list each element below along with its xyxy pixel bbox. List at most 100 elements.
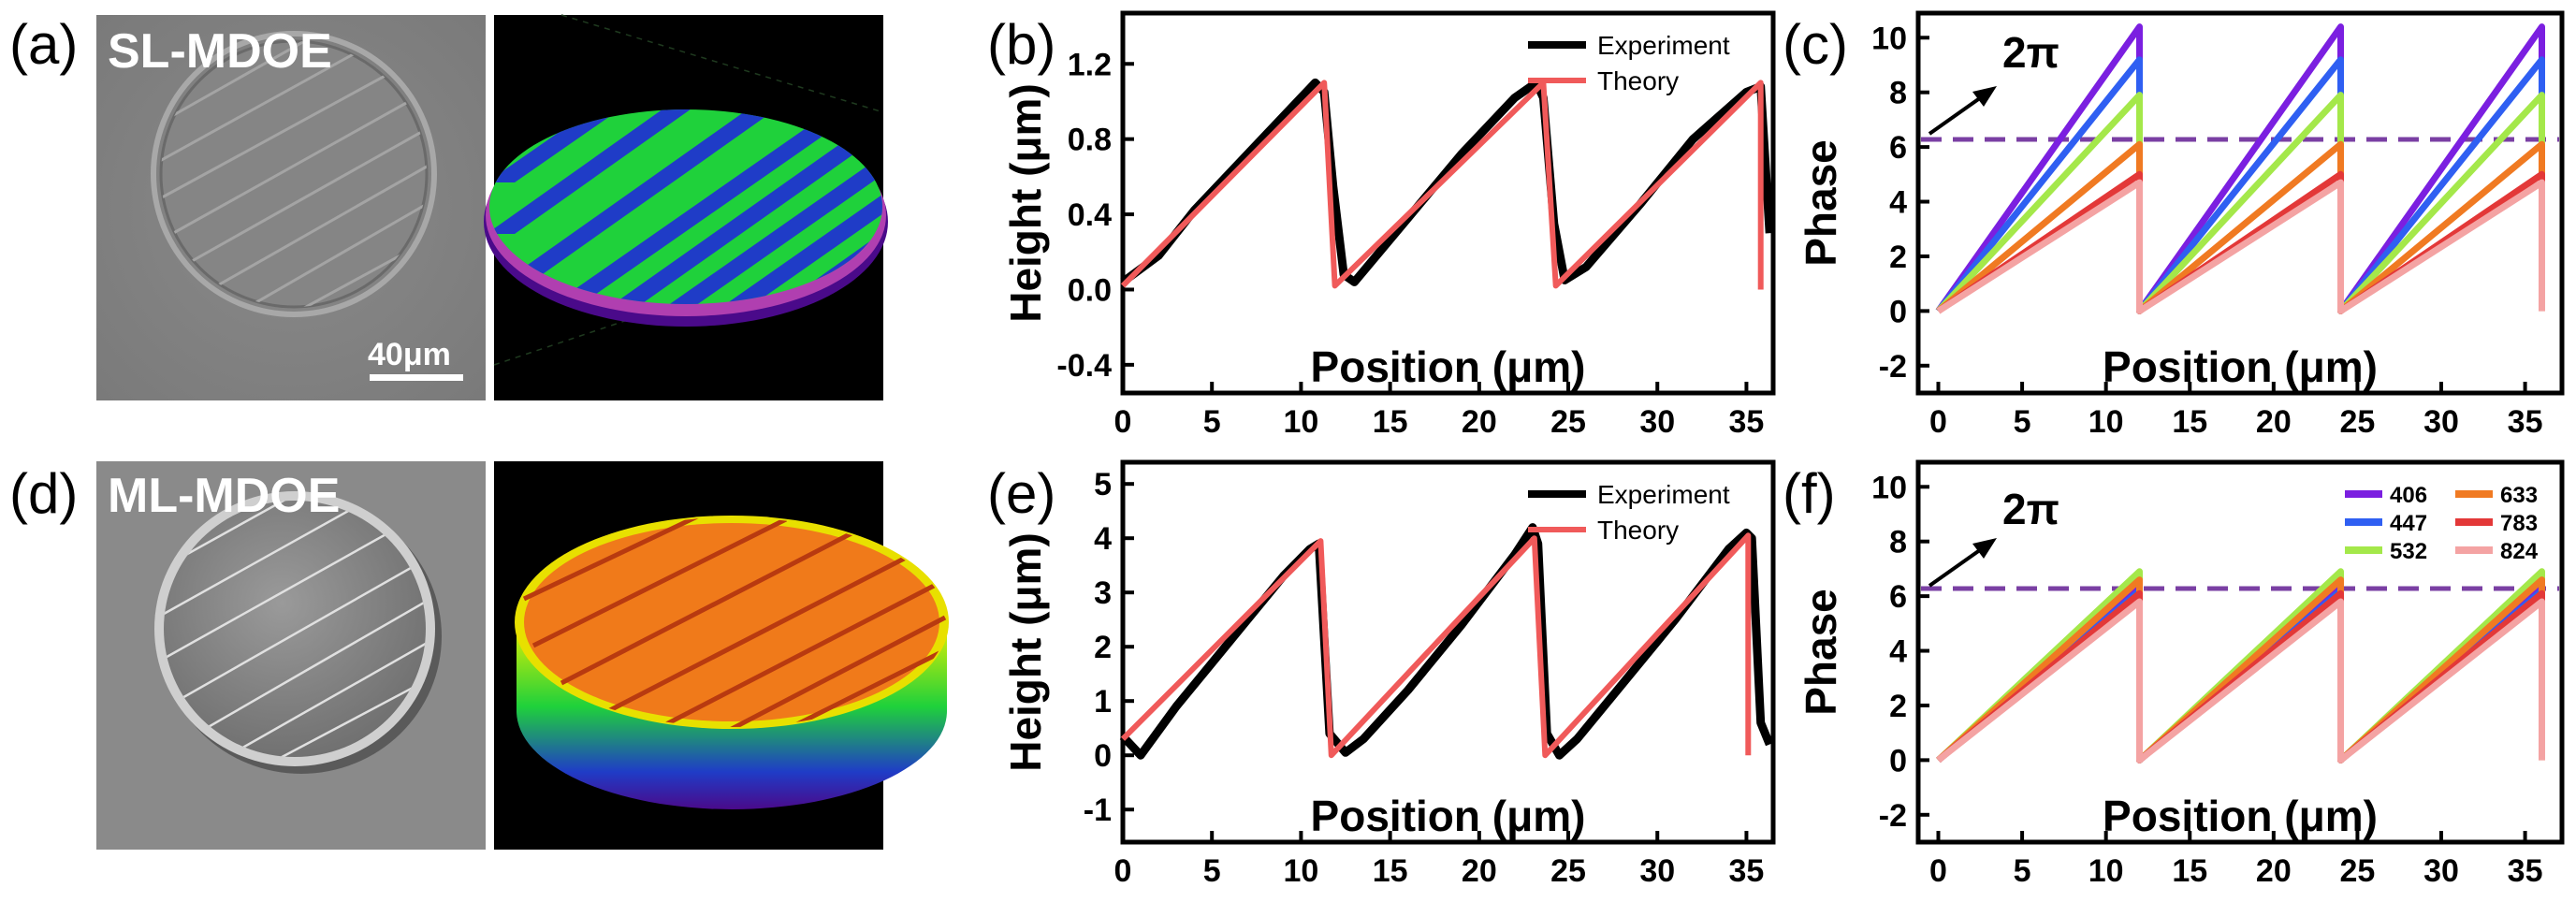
- x-tick-label: 15: [1373, 404, 1408, 440]
- panel-a-sem-image: SL-MDOE 40μm: [96, 15, 486, 400]
- x-tick-label: 30: [1639, 404, 1675, 440]
- x-tick-label: 20: [2256, 404, 2292, 440]
- series-line-532: [1935, 92, 2545, 314]
- panel-d-sem-image: ML-MDOE: [96, 461, 486, 850]
- x-tick-label: 5: [2014, 853, 2031, 889]
- y-axis-label: Height (μm): [1001, 83, 1050, 323]
- legend-label: Theory: [1597, 516, 1679, 545]
- y-tick-label: 10: [1871, 21, 1907, 56]
- x-axis-label: Position (μm): [2103, 342, 2378, 391]
- y-tick-label: 2: [1889, 689, 1907, 724]
- y-tick-label: 3: [1094, 575, 1112, 611]
- x-tick-label: 25: [1550, 404, 1586, 440]
- y-tick-label: -0.4: [1056, 348, 1112, 384]
- panel-c-2pi-annotation: 2π: [1928, 28, 2059, 136]
- y-axis-label: Phase: [1797, 139, 1845, 267]
- y-tick-label: 2: [1094, 630, 1112, 665]
- legend-label: 783: [2500, 511, 2538, 536]
- panel-c-2pi-label: 2π: [2002, 28, 2059, 77]
- y-tick-label: 6: [1889, 579, 1907, 615]
- series-line-theory: [1120, 532, 1752, 759]
- panel-a-3d-profile: [484, 14, 888, 400]
- legend-label: 406: [2390, 483, 2427, 508]
- legend-label: Theory: [1597, 66, 1679, 95]
- x-tick-label: 5: [1203, 404, 1221, 440]
- y-tick-label: -2: [1879, 798, 1907, 834]
- legend-label: 532: [2390, 539, 2427, 564]
- panel-a-label: SL-MDOE: [108, 24, 332, 79]
- series-line-783: [1936, 589, 2545, 764]
- panel-d-3d-profile: [494, 461, 949, 850]
- x-tick-label: 0: [1929, 853, 1947, 889]
- panel-f-tag: (f): [1783, 462, 1836, 525]
- y-tick-label: -2: [1879, 349, 1907, 385]
- x-tick-label: 15: [1373, 853, 1408, 889]
- y-tick-label: -1: [1084, 793, 1112, 828]
- x-tick-label: 0: [1929, 404, 1947, 440]
- series-line-447: [1935, 56, 2545, 314]
- x-tick-label: 5: [1203, 853, 1221, 889]
- legend-label: Experiment: [1597, 31, 1730, 60]
- legend-label: 824: [2500, 539, 2539, 564]
- x-tick-label: 35: [2508, 404, 2543, 440]
- series-line-theory: [1120, 80, 1764, 290]
- chart-b: 0 5 10 15 20 25 30 35 -0.4 0.0 0.4 0.8 1.2 Position (…: [1001, 10, 1776, 440]
- y-tick-label: 8: [1889, 76, 1907, 111]
- y-axis-label: Phase: [1797, 589, 1845, 716]
- x-tick-label: 30: [2423, 853, 2459, 889]
- panel-d-label: ML-MDOE: [108, 469, 340, 523]
- series-line-633: [1936, 576, 2545, 764]
- y-tick-label: 1.2: [1068, 47, 1112, 82]
- x-tick-label: 20: [1462, 853, 1497, 889]
- series-line-532: [1936, 568, 2545, 764]
- legend-label: 633: [2500, 483, 2538, 508]
- x-tick-label: 20: [2256, 853, 2292, 889]
- series-line-406: [1935, 23, 2545, 314]
- y-tick-label: 8: [1889, 525, 1907, 560]
- y-tick-label: 4: [1889, 185, 1907, 221]
- y-tick-label: 4: [1094, 521, 1112, 557]
- x-tick-label: 10: [2088, 404, 2124, 440]
- x-tick-label: 30: [2423, 404, 2459, 440]
- y-tick-label: 0.0: [1068, 272, 1112, 308]
- y-axis-label: Height (μm): [1001, 532, 1050, 772]
- x-tick-label: 20: [1462, 404, 1497, 440]
- series-line-824: [1936, 598, 2545, 764]
- series-line-783: [1936, 170, 2545, 314]
- y-tick-label: 0.4: [1068, 197, 1112, 233]
- x-tick-label: 0: [1114, 853, 1132, 889]
- x-tick-label: 10: [2088, 853, 2124, 889]
- x-tick-label: 35: [1729, 853, 1765, 889]
- x-tick-label: 15: [2172, 404, 2207, 440]
- y-tick-label: 5: [1094, 467, 1112, 502]
- legend-label: 447: [2390, 511, 2427, 536]
- series-line-824: [1936, 179, 2545, 314]
- y-tick-label: 10: [1871, 470, 1907, 505]
- x-tick-label: 0: [1114, 404, 1132, 440]
- scale-bar: [370, 374, 463, 381]
- chart-c: 0 5 10 15 20 25 30 35 -2 0 2 4 6 8 10 Position (μm) Phas…: [1797, 10, 2565, 440]
- ml-stripes: [522, 517, 947, 727]
- x-tick-label: 25: [2340, 404, 2376, 440]
- x-tick-label: 25: [1550, 853, 1586, 889]
- x-tick-label: 30: [1639, 853, 1675, 889]
- sem-d-grating-lines: [164, 501, 426, 757]
- y-tick-label: 4: [1889, 634, 1907, 670]
- panel-f-2pi-label: 2π: [2002, 485, 2059, 533]
- x-tick-label: 5: [2014, 404, 2031, 440]
- scale-bar-label: 40μm: [368, 337, 451, 372]
- x-tick-label: 15: [2172, 853, 2207, 889]
- plot-frame: [1120, 10, 1776, 396]
- y-tick-label: 0: [1094, 738, 1112, 774]
- series-line-633: [1936, 140, 2545, 314]
- panel-f-2pi-annotation: 2π: [1928, 485, 2059, 588]
- plot-frame: [1120, 459, 1776, 845]
- x-tick-label: 35: [1729, 404, 1765, 440]
- x-axis-label: Position (μm): [1311, 792, 1586, 840]
- panel-a-tag: (a): [9, 13, 78, 76]
- y-tick-label: 6: [1889, 130, 1907, 166]
- x-axis-label: Position (μm): [1311, 342, 1586, 391]
- panel-c-tag: (c): [1783, 13, 1848, 76]
